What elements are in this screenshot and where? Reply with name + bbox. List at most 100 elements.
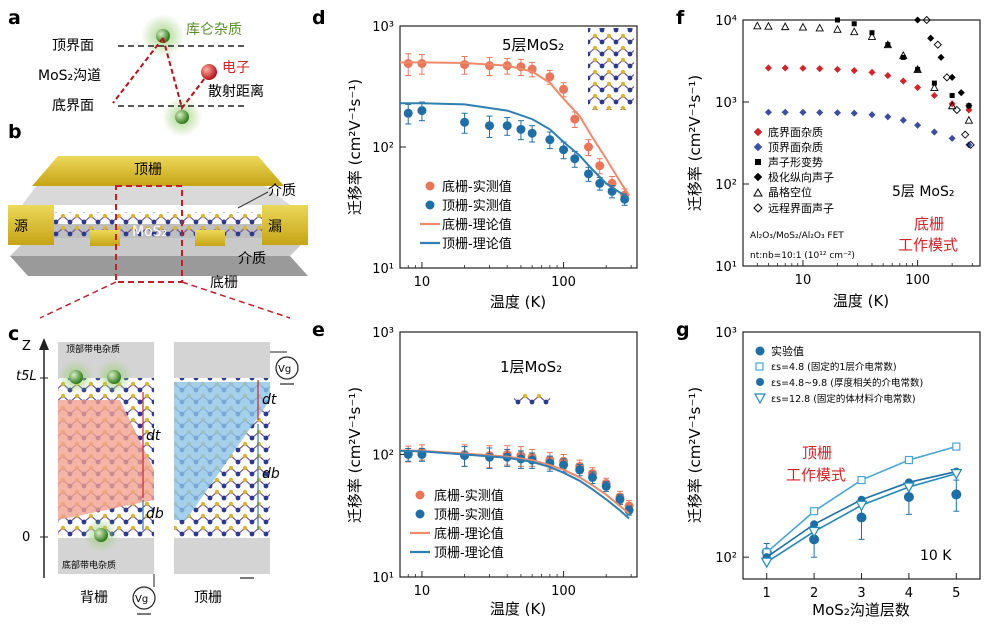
panel-letter-d: d (312, 7, 326, 29)
ticks-g: 1 2 3 4 5 10² 10³ (715, 326, 960, 601)
data-point-f-0 (899, 77, 907, 85)
legend-e: 底栅-实测值 顶栅-实测值 底栅-理论值 顶栅-理论值 (410, 488, 504, 561)
data-point-d-0 (570, 114, 580, 124)
data-point-f-4 (833, 24, 842, 33)
data-point-f-0 (930, 91, 938, 100)
data-point-g-1 (952, 442, 961, 451)
data-point-f-4 (930, 83, 939, 92)
data-point-d-1 (584, 169, 594, 179)
bottom-gate-slab-front (10, 256, 308, 276)
legend-marker-f-5 (753, 203, 763, 213)
legend-label-d-0: 底栅-实测值 (442, 179, 512, 195)
data-point-g-1 (809, 507, 819, 516)
series-line-e-3 (399, 449, 630, 520)
legend-f: 底界面杂质 顶界面杂质 声子形变势 极化纵向声子 晶格空位 远程界面声子 (753, 125, 834, 215)
legend-marker-g-0 (755, 346, 765, 356)
data-point-f-4 (798, 22, 808, 31)
data-point-f-1 (764, 108, 772, 116)
data-point-g-exp (856, 512, 867, 523)
mode-label-g-1: 工作模式 (786, 466, 846, 484)
plot-frame-f (742, 19, 981, 267)
marks-d (400, 53, 630, 206)
data-point-f-1 (930, 128, 938, 136)
data-point-d-0 (595, 161, 605, 171)
y-tick-label-d: 10² (372, 141, 394, 156)
coulomb-impurity-bottom (175, 110, 189, 124)
electron-ball (201, 64, 217, 80)
legend-label-f-3: 极化纵向声子 (768, 170, 834, 184)
inset-label-d: 5层MoS₂ (502, 36, 564, 54)
data-point-g-3 (855, 500, 868, 512)
legend-label-e-1: 顶栅-实测值 (434, 507, 504, 523)
panel-g: g 1 2 3 4 5 10² 10³ 迁移率 (cm²V⁻¹s⁻¹) MoS₂沟道层数 实… (676, 319, 981, 619)
data-point-f-1 (850, 109, 858, 117)
data-point-g-3 (808, 526, 821, 538)
y-tick-label-g: 10³ (715, 326, 737, 341)
top-charge-ball-1 (69, 370, 83, 384)
data-point-d-1 (570, 154, 580, 164)
data-point-f-4 (947, 101, 957, 110)
data-point-f-4 (883, 40, 893, 49)
data-point-d-1 (516, 124, 526, 134)
drain-electrode (262, 205, 308, 245)
panel-c: c Z t5L 0 顶部带电杂质 底部带电杂质 dt db Vg 背栅 (8, 323, 299, 615)
y-tick-label-f: 10¹ (715, 260, 737, 275)
x-tick-label-g: 2 (810, 586, 818, 601)
back-gate-label: 背栅 (80, 590, 108, 606)
y-tick-label-d: 10¹ (372, 262, 394, 277)
panel-a: a 顶界面 MoS₂沟道 底界面 库仑杂质 电子 散射距离 (8, 7, 264, 137)
top-vg-source (275, 356, 299, 380)
legend-d: 底栅-实测值 顶栅-实测值 底栅-理论值 顶栅-理论值 (420, 179, 512, 252)
x-tick-label-e: 10 (414, 584, 431, 599)
legend-label-f-5: 远程界面声子 (768, 201, 834, 215)
data-point-f-0 (781, 64, 789, 72)
legend-marker-f-0 (753, 127, 763, 137)
top-gate-electrode (32, 156, 284, 186)
data-point-f-1 (833, 109, 842, 117)
data-point-d-0 (559, 84, 569, 94)
data-point-f-2 (851, 21, 857, 27)
data-point-f-4 (913, 64, 922, 73)
data-point-f-2 (949, 93, 955, 99)
data-point-f-4 (964, 115, 974, 124)
scatter-path-2 (162, 37, 209, 111)
panel-letter-e: e (312, 319, 325, 341)
data-point-f-4 (753, 21, 762, 30)
panel-f: f 10 100 10¹ 10² 10³ 10⁴ 迁移率 (cm²V⁻¹s⁻¹) 温度 (… (676, 7, 981, 310)
data-point-d-1 (545, 135, 555, 145)
back-db-label: db (146, 506, 164, 522)
data-point-d-0 (545, 72, 555, 82)
panel-letter-a: a (8, 7, 21, 29)
top-charge-ball-2 (107, 370, 121, 384)
panel-letter-c: c (8, 323, 19, 345)
data-point-f-0 (884, 72, 892, 80)
data-point-f-0 (764, 64, 772, 72)
data-point-f-1 (884, 113, 892, 121)
ticks-f: 10 100 10¹ 10² 10³ 10⁴ (715, 14, 973, 288)
bottom-gate-slab-top (10, 238, 308, 256)
legend-marker-d-1 (425, 200, 435, 210)
coulomb-impurity-top (156, 29, 170, 43)
dielectric-top-pointer (237, 191, 269, 209)
legend-marker-g-1 (755, 362, 764, 371)
data-point-e-1 (615, 494, 625, 504)
zoom-line-left (39, 281, 117, 319)
data-point-f-5 (961, 130, 970, 139)
source-label: 源 (14, 219, 28, 235)
z-axis-label: Z (22, 339, 31, 354)
y-tick-label-e: 10¹ (372, 571, 394, 586)
data-point-f-4 (764, 21, 773, 30)
xlabel-f: 温度 (K) (833, 292, 889, 310)
y-tick-label-f: 10³ (715, 96, 737, 111)
panel-letter-b: b (8, 121, 22, 143)
data-point-d-1 (417, 106, 427, 116)
back-dt-label: dt (146, 428, 161, 444)
data-point-d-1 (595, 178, 605, 188)
data-point-e-1 (575, 465, 585, 475)
data-point-d-0 (584, 142, 594, 152)
data-point-d-1 (559, 145, 569, 155)
zoom-box (115, 185, 183, 283)
y-tick-label-e: 10³ (372, 326, 394, 341)
data-point-f-1 (965, 141, 973, 149)
top-db-label: db (262, 466, 280, 482)
